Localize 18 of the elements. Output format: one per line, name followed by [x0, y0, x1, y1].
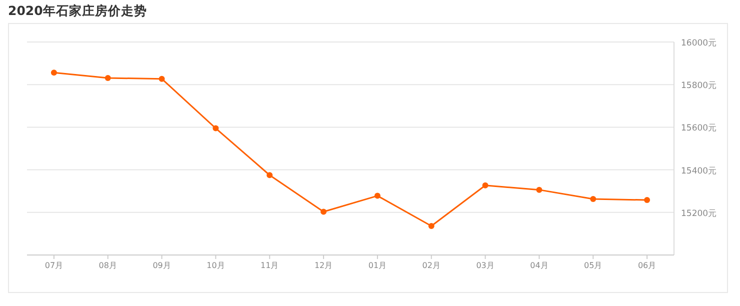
xtick: 05月: [584, 261, 602, 270]
ytick: 15800元: [681, 81, 718, 92]
xtick: 01月: [368, 261, 387, 270]
ytick: 15200元: [681, 208, 718, 219]
xtick: 08月: [98, 261, 117, 270]
title: 2020年石家庄房价走势: [8, 3, 147, 18]
ytick: 15400元: [681, 166, 718, 176]
xtick: 02月: [422, 261, 440, 270]
xtick: 09月: [152, 261, 171, 270]
ytick: 15600元: [681, 124, 718, 134]
xtick: 04月: [530, 261, 548, 270]
xtick: 06月: [638, 261, 656, 270]
xtick: 03月: [476, 261, 494, 270]
xtick: 11月: [260, 261, 279, 270]
xtick: 12月: [314, 261, 333, 270]
ytick: 16000元: [681, 38, 718, 48]
xtick: 10月: [206, 261, 225, 270]
xtick: 07月: [44, 261, 64, 270]
